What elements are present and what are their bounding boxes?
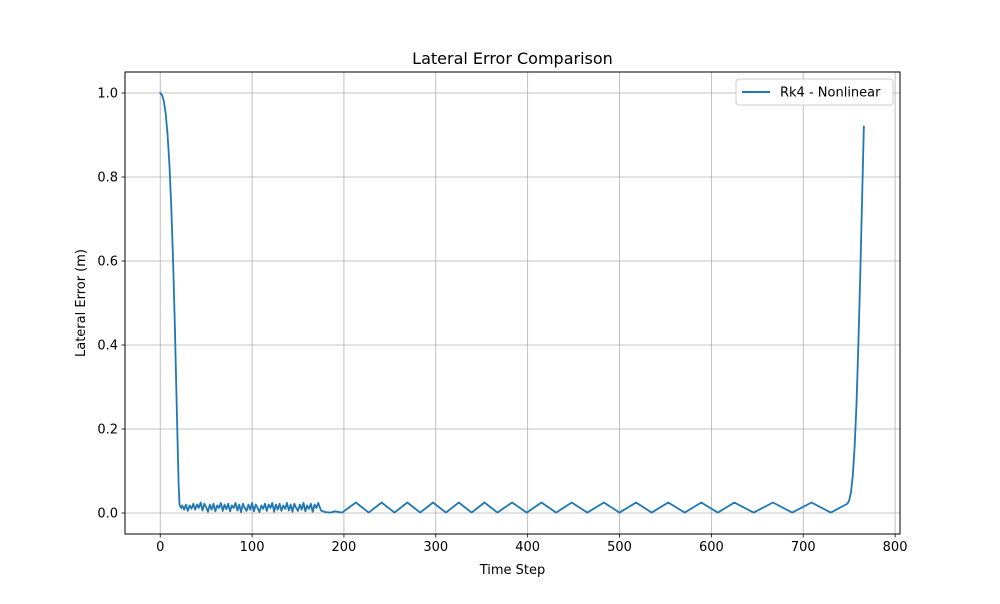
chart-title: Lateral Error Comparison	[412, 49, 613, 68]
y-axis-ticks: 0.0 0.2 0.4 0.6 0.8 1.0	[97, 87, 125, 522]
legend: Rk4 - Nonlinear	[735, 78, 894, 106]
series-layer	[158, 91, 865, 514]
x-tick-label: 300	[423, 540, 448, 555]
x-tick-label: 200	[332, 540, 357, 555]
legend-box	[735, 78, 894, 106]
grid-lines	[125, 72, 900, 534]
x-tick-label: 600	[699, 540, 724, 555]
y-axis-label: Lateral Error (m)	[74, 249, 89, 357]
x-tick-label: 400	[515, 540, 540, 555]
y-tick-label: 0.8	[97, 171, 118, 186]
x-axis-label: Time Step	[479, 563, 546, 578]
y-tick-label: 1.0	[97, 87, 118, 102]
y-tick-label: 0.6	[97, 255, 118, 270]
plot-area	[125, 72, 900, 534]
x-axis-ticks: 0 100 200 300 400 500 600 700 800	[156, 534, 907, 555]
y-tick-label: 0.4	[97, 339, 118, 354]
legend-label: Rk4 - Nonlinear	[780, 86, 881, 101]
plot-frame	[124, 71, 901, 535]
x-tick-label: 700	[791, 540, 816, 555]
series-line-0	[158, 91, 865, 514]
y-tick-label: 0.0	[97, 507, 118, 522]
x-tick-label: 800	[883, 540, 908, 555]
x-tick-label: 500	[607, 540, 632, 555]
x-tick-label: 100	[240, 540, 265, 555]
y-tick-label: 0.2	[97, 423, 118, 438]
x-tick-label: 0	[156, 540, 164, 555]
